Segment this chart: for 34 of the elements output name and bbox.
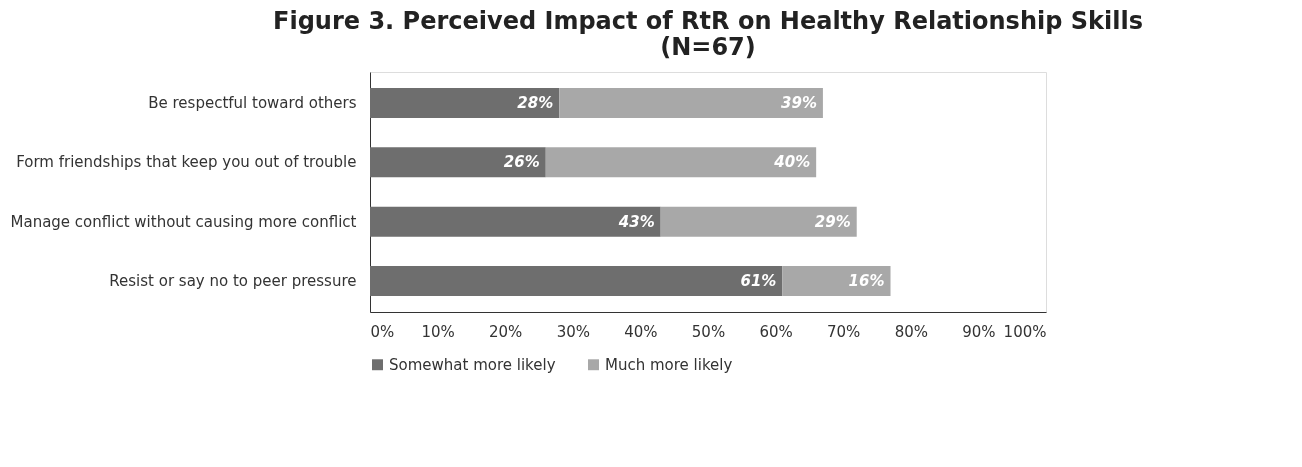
x-tick-label: 80% [894, 322, 928, 341]
data-label: 16% [848, 271, 885, 290]
bar [559, 88, 823, 119]
x-tick-label: 20% [489, 322, 523, 341]
data-label: 40% [773, 153, 811, 172]
x-tick-label: 50% [691, 322, 726, 341]
legend-label: Much more likely [605, 355, 733, 374]
bar [782, 265, 891, 296]
bar [545, 147, 817, 178]
data-label: 26% [503, 153, 540, 172]
bar [370, 147, 546, 178]
data-label: 28% [517, 94, 554, 113]
bar [370, 88, 560, 119]
chart-title: Figure 3. Perceived Impact of RtR on Healthy Relationship Skills (N=67) [273, 7, 1143, 61]
legend-label: Somewhat more likely [389, 355, 556, 374]
x-tick-label: 40% [624, 322, 658, 341]
bar [370, 206, 661, 237]
data-label: 43% [617, 212, 655, 231]
x-tick-label: 90% [962, 322, 996, 341]
data-label: 29% [814, 212, 851, 231]
y-tick-label: Be respectful toward others [148, 94, 357, 113]
bar [370, 265, 783, 296]
x-tick-label: 100% [1003, 322, 1047, 341]
y-tick-label: Manage conflict without causing more conflict [10, 212, 357, 231]
x-tick-label: 70% [827, 322, 861, 341]
x-tick-label: 0% [370, 322, 395, 341]
x-tick-label: 30% [556, 322, 590, 341]
bar [660, 206, 857, 237]
y-tick-label: Resist or say no to peer pressure [109, 271, 357, 290]
data-label: 61% [740, 271, 777, 290]
x-tick-label: 10% [421, 322, 455, 341]
x-tick-label: 60% [759, 322, 793, 341]
data-label: 39% [781, 94, 817, 113]
y-tick-label: Form friendships that keep you out of trouble [16, 153, 357, 172]
